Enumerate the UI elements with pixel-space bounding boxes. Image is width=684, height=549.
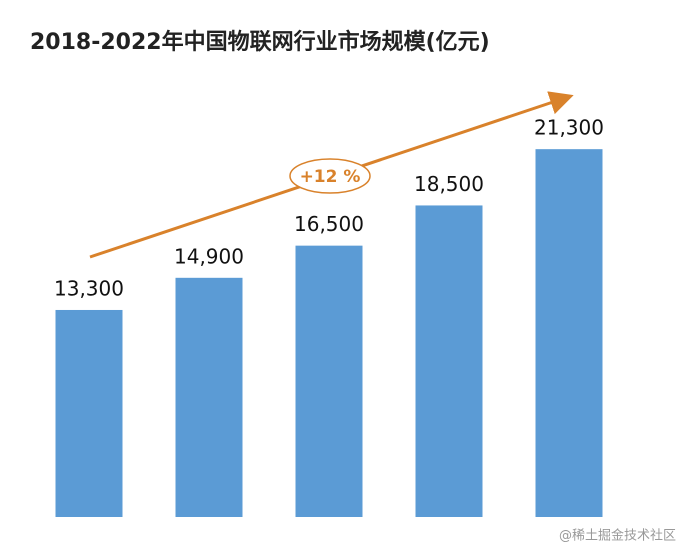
bar <box>415 205 483 517</box>
bar <box>535 149 603 518</box>
value-label: 21,300 <box>534 116 604 140</box>
watermark: @稀土掘金技术社区 <box>559 528 676 544</box>
value-label: 16,500 <box>294 212 364 236</box>
chart-title: 2018-2022年中国物联网行业市场规模(亿元) <box>30 29 490 55</box>
annotation-bubble <box>289 158 371 194</box>
value-label: 14,900 <box>174 244 244 268</box>
annotation: +12 % <box>300 167 361 187</box>
bar <box>175 277 243 517</box>
bar <box>295 245 363 517</box>
bar <box>55 309 123 517</box>
value-label: 18,500 <box>414 172 484 196</box>
value-label: 13,300 <box>54 276 124 300</box>
